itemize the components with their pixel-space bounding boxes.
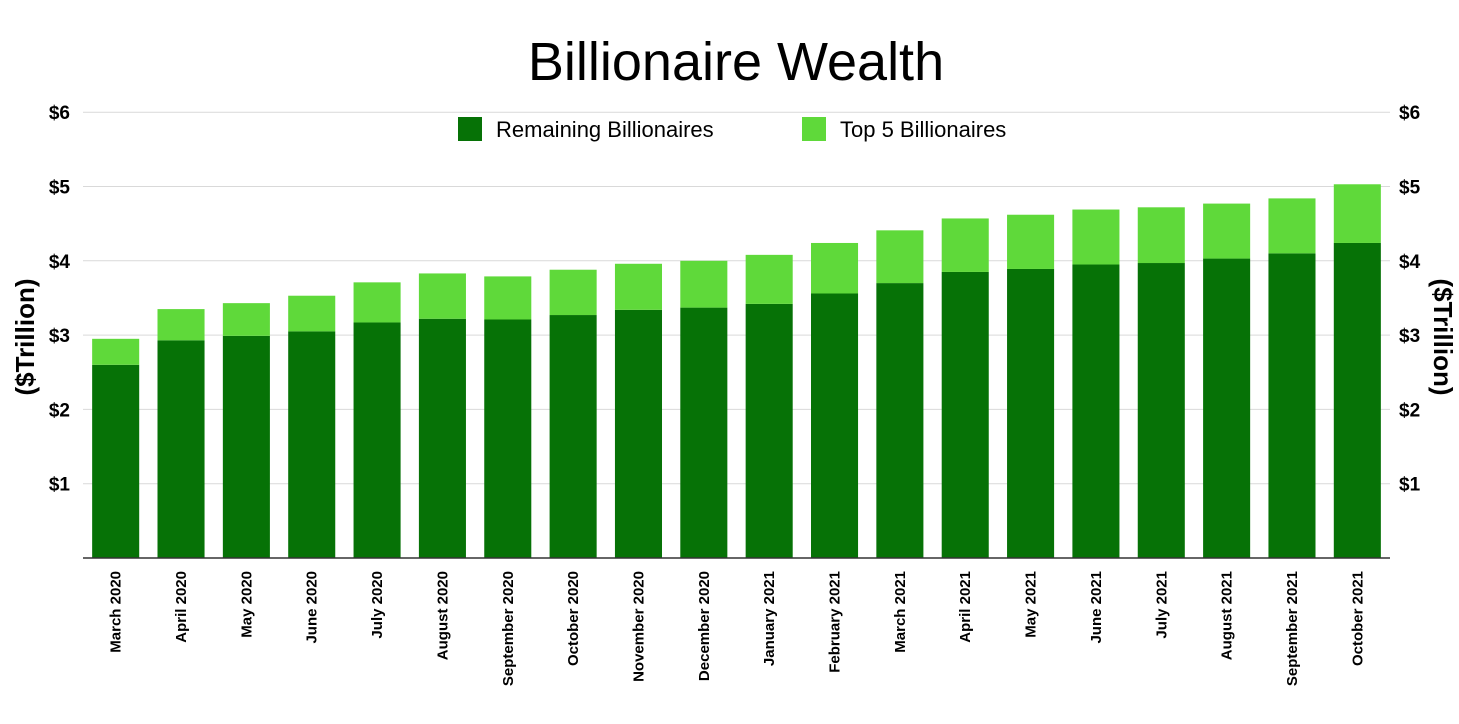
x-tick-label: January 2021 xyxy=(761,571,778,666)
bar-remaining-3 xyxy=(288,331,336,558)
bar-top5-10 xyxy=(745,254,793,304)
bar-remaining-14 xyxy=(1007,268,1055,558)
bar-top5-18 xyxy=(1268,198,1316,254)
y-tick-left-6: $6 xyxy=(49,103,70,124)
bar-remaining-17 xyxy=(1203,258,1251,558)
bar-remaining-4 xyxy=(353,322,401,558)
bar-remaining-12 xyxy=(876,283,924,558)
y-axis-right: $1 $2 $3 $4 $5 $6 xyxy=(1399,103,1421,496)
bar-top5-5 xyxy=(418,273,466,319)
bar-top5-4 xyxy=(353,282,401,323)
y-tick-right-1: $1 xyxy=(1399,475,1421,496)
bar-remaining-19 xyxy=(1333,242,1381,558)
legend-swatch-remaining xyxy=(458,117,482,141)
bar-top5-14 xyxy=(1007,214,1055,269)
x-tick-label: September 2020 xyxy=(500,571,517,686)
y-tick-left-2: $2 xyxy=(49,400,70,421)
x-tick-label: October 2020 xyxy=(565,571,582,666)
bar-remaining-7 xyxy=(549,315,597,558)
x-tick-label: May 2021 xyxy=(1023,571,1040,638)
bar-remaining-10 xyxy=(745,303,793,558)
y-tick-left-4: $4 xyxy=(49,252,71,273)
y-tick-right-6: $6 xyxy=(1399,103,1420,124)
y-tick-left-1: $1 xyxy=(49,475,71,496)
y-tick-right-3: $3 xyxy=(1399,326,1420,347)
bar-remaining-8 xyxy=(614,309,663,558)
x-tick-label: March 2021 xyxy=(892,571,909,653)
bar-top5-8 xyxy=(614,263,663,310)
bar-remaining-9 xyxy=(680,307,728,558)
x-tick-label: December 2020 xyxy=(696,571,713,681)
x-tick-label: April 2021 xyxy=(957,571,974,643)
y-tick-left-3: $3 xyxy=(49,326,70,347)
bar-remaining-15 xyxy=(1072,264,1120,558)
x-tick-label: July 2020 xyxy=(369,571,386,639)
bar-top5-19 xyxy=(1333,184,1381,243)
x-axis-labels: March 2020 April 2020 May 2020 June 2020 Jul… xyxy=(108,571,1367,686)
y-tick-right-4: $4 xyxy=(1399,252,1421,273)
bar-remaining-1 xyxy=(157,340,205,558)
chart-title: Billionaire Wealth xyxy=(528,32,944,92)
bar-top5-7 xyxy=(549,269,597,316)
x-tick-label: August 2021 xyxy=(1219,571,1236,660)
y-axis-left: $1 $2 $3 $4 $5 $6 xyxy=(49,103,71,496)
bar-top5-17 xyxy=(1203,203,1251,259)
x-tick-label: October 2021 xyxy=(1349,571,1366,666)
bar-remaining-0 xyxy=(92,364,140,558)
x-tick-label: March 2020 xyxy=(108,571,125,653)
bars xyxy=(92,184,1381,558)
legend-label-top5: Top 5 Billionaires xyxy=(840,117,1006,142)
y-axis-label-right: ($Trillion) xyxy=(1428,279,1458,396)
bar-top5-13 xyxy=(941,218,989,272)
y-axis-label-left: ($Trillion) xyxy=(10,279,40,396)
bar-remaining-11 xyxy=(810,293,859,558)
x-tick-label: April 2020 xyxy=(173,571,190,643)
bar-top5-9 xyxy=(680,260,728,308)
x-tick-label: June 2020 xyxy=(304,571,321,644)
bar-remaining-13 xyxy=(941,271,989,558)
bar-top5-0 xyxy=(92,338,140,365)
y-tick-right-5: $5 xyxy=(1399,178,1421,199)
gridlines xyxy=(83,111,1390,485)
x-tick-label: July 2021 xyxy=(1153,571,1170,639)
bar-top5-12 xyxy=(876,230,924,284)
bar-top5-3 xyxy=(288,295,336,332)
x-tick-label: June 2021 xyxy=(1088,571,1105,644)
legend-label-remaining: Remaining Billionaires xyxy=(496,117,714,142)
bar-remaining-6 xyxy=(484,319,532,558)
y-tick-right-2: $2 xyxy=(1399,400,1420,421)
legend: Remaining Billionaires Top 5 Billionaire… xyxy=(458,117,1006,142)
y-tick-left-5: $5 xyxy=(49,178,71,199)
bar-top5-16 xyxy=(1137,207,1185,264)
bar-top5-1 xyxy=(157,309,205,341)
bar-remaining-16 xyxy=(1137,263,1185,558)
bar-remaining-2 xyxy=(222,335,270,558)
x-tick-label: August 2020 xyxy=(434,571,451,660)
x-tick-label: November 2020 xyxy=(630,571,647,682)
legend-swatch-top5 xyxy=(802,117,826,141)
bar-remaining-18 xyxy=(1268,253,1316,558)
bar-top5-6 xyxy=(484,276,532,320)
bar-top5-2 xyxy=(222,303,270,336)
x-tick-label: February 2021 xyxy=(827,571,844,673)
bar-top5-15 xyxy=(1072,209,1120,265)
bar-remaining-5 xyxy=(418,318,466,558)
x-tick-label: May 2020 xyxy=(238,571,255,638)
x-tick-label: September 2021 xyxy=(1284,571,1301,686)
bar-top5-11 xyxy=(810,242,859,294)
